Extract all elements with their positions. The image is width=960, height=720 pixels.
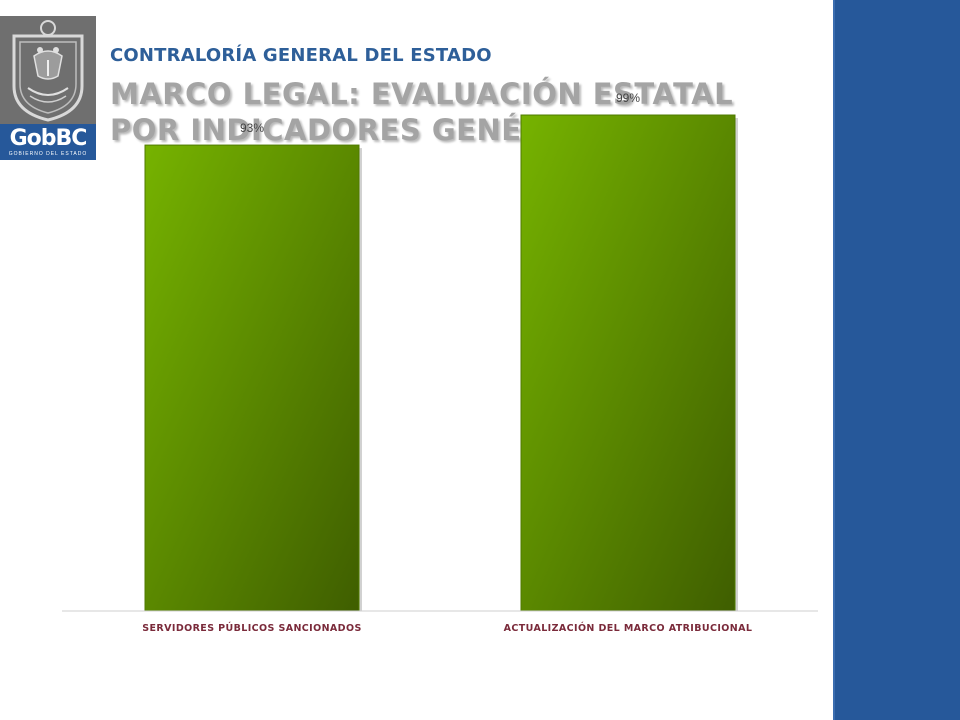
gobbc-logo: GobBC GOBIERNO DEL ESTADO [0,16,96,160]
page-title-line-1: MARCO LEGAL: EVALUACIÓN ESTATAL [110,77,734,111]
logo-sub-text: GOBIERNO DEL ESTADO [8,151,88,157]
organization-name: CONTRALORÍA GENERAL DEL ESTADO [110,45,492,66]
bar-1 [144,144,360,612]
side-accent-bar [833,0,960,720]
state-emblem-icon [0,16,96,124]
bar-2 [520,114,736,612]
category-label-2: ACTUALIZACIÓN DEL MARCO ATRIBUCIONAL [504,622,753,634]
category-label-1: SERVIDORES PÚBLICOS SANCIONADOS [142,622,361,634]
logo-main-text: GobBC [9,126,88,151]
logo-wordmark: GobBC GOBIERNO DEL ESTADO [0,124,96,160]
value-label-1: 93% [240,121,264,135]
value-label-2: 99% [616,91,640,105]
